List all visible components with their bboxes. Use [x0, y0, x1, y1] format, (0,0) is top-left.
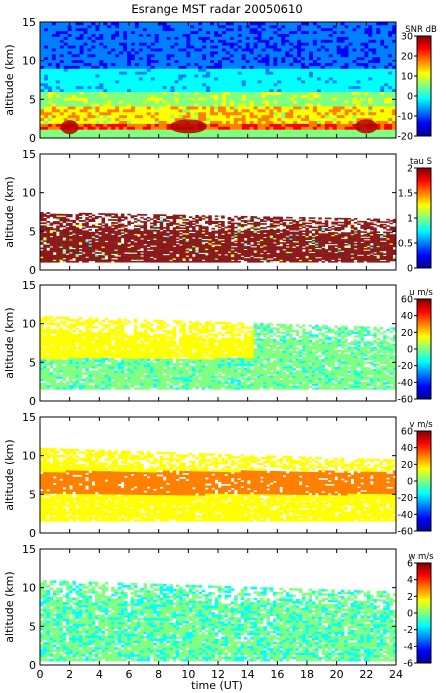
colorbar-label: v m/s: [409, 420, 433, 430]
y-tick-label: 5: [29, 620, 36, 633]
y-axis-label: altitude (km): [3, 176, 16, 247]
colorbar: [416, 35, 432, 137]
colorbar-tick-label: 2: [407, 164, 413, 175]
y-tick-label: 10: [22, 55, 36, 68]
colorbar-tick-label: -20: [397, 493, 413, 504]
x-tick-label: 18: [300, 668, 314, 681]
colorbar-tick-label: -20: [397, 132, 413, 143]
colorbar-tick-label: 0.5: [398, 239, 413, 250]
colorbar-tick-label: -10: [397, 112, 413, 123]
panel-4: 0 5 10 15 altitude (km) v m/s -60 -40 -20 0 20 40 60: [3, 411, 433, 540]
y-tick-label: 10: [22, 187, 36, 200]
colorbar-tick-label: 40: [401, 311, 413, 322]
colorbar-tick-label: 30: [401, 32, 413, 43]
x-tick-label: 16: [270, 668, 284, 681]
colorbar: [416, 298, 432, 400]
y-tick-label: 0: [29, 395, 36, 408]
x-tick-label: 6: [126, 668, 133, 681]
colorbar-tick-label: 1.5: [398, 189, 413, 200]
heatmap-image: [40, 212, 396, 263]
y-axis-label: altitude (km): [3, 439, 16, 510]
colorbar-tick-label: 20: [401, 460, 413, 471]
colorbar-label: w m/s: [408, 552, 434, 562]
figure-title: Esrange MST radar 20050610: [131, 2, 302, 16]
y-tick-label: 5: [29, 225, 36, 238]
y-tick-label: 15: [22, 148, 36, 161]
colorbar-label: u m/s: [409, 288, 433, 298]
y-axis-label: altitude (km): [3, 571, 16, 642]
colorbar-tick-label: -40: [397, 378, 413, 389]
x-tick-label: 4: [96, 668, 103, 681]
colorbar-tick-label: -60: [397, 395, 413, 406]
colorbar-tick-label: 0: [407, 477, 413, 488]
panel-3: 0 5 10 15 altitude (km) u m/s -60 -40 -20 0 20 40 60: [3, 279, 433, 408]
colorbar: [416, 430, 432, 532]
heatmap-image: [40, 316, 396, 390]
y-tick-label: 0: [29, 264, 36, 277]
y-tick-label: 0: [29, 659, 36, 672]
colorbar-tick-label: 40: [401, 443, 413, 454]
heatmap-image: [40, 22, 396, 138]
x-tick-label: 10: [181, 668, 195, 681]
panel-2: 0 5 10 15 altitude (km) tau S 0 0.5 1 1.5 2: [3, 148, 432, 277]
x-tick-label: 0: [37, 668, 44, 681]
y-tick-label: 15: [22, 16, 36, 29]
x-axis-label: time (UT): [191, 679, 243, 692]
y-tick-label: 15: [22, 411, 36, 424]
colorbar-tick-label: -4: [404, 642, 413, 653]
y-tick-label: 5: [29, 488, 36, 501]
x-tick-label: 20: [330, 668, 344, 681]
colorbar-tick-label: 4: [407, 575, 413, 586]
y-axis-label: altitude (km): [3, 44, 16, 115]
heatmap-image: [40, 447, 396, 522]
colorbar-tick-label: -2: [404, 625, 413, 636]
colorbar-tick-label: 0: [407, 609, 413, 620]
x-tick-label: 2: [66, 668, 73, 681]
colorbar-tick-label: -60: [397, 527, 413, 538]
y-tick-label: 5: [29, 93, 36, 106]
colorbar: [416, 562, 432, 664]
colorbar-tick-label: 20: [401, 52, 413, 63]
y-tick-label: 10: [22, 450, 36, 463]
panel-1: 0 5 10 15 altitude (km) SNR dB -20 -10 0 10 20 30: [3, 16, 437, 145]
x-tick-label: 12: [211, 668, 225, 681]
colorbar-tick-label: 60: [401, 427, 413, 438]
y-tick-label: 10: [22, 318, 36, 331]
colorbar-tick-label: 1: [407, 214, 413, 225]
x-tick-label: 8: [155, 668, 162, 681]
x-tick-label: 24: [389, 668, 403, 681]
colorbar: [416, 167, 432, 269]
x-tick-label: 14: [241, 668, 255, 681]
colorbar-label: SNR dB: [405, 25, 437, 35]
colorbar-tick-label: 60: [401, 295, 413, 306]
y-axis-label: altitude (km): [3, 307, 16, 378]
y-tick-label: 15: [22, 543, 36, 556]
colorbar-label: tau S: [410, 157, 432, 167]
colorbar-tick-label: 0: [407, 264, 413, 275]
y-tick-label: 15: [22, 279, 36, 292]
y-tick-label: 0: [29, 132, 36, 145]
colorbar-tick-label: 10: [401, 72, 413, 83]
heatmap-image: [40, 580, 396, 662]
y-tick-label: 5: [29, 356, 36, 369]
colorbar-tick-label: -6: [404, 659, 413, 670]
y-tick-label: 0: [29, 527, 36, 540]
colorbar-tick-label: 20: [401, 328, 413, 339]
x-tick-label: 22: [359, 668, 373, 681]
colorbar-tick-label: 0: [407, 345, 413, 356]
y-tick-label: 10: [22, 582, 36, 595]
colorbar-tick-label: -40: [397, 510, 413, 521]
colorbar-tick-label: 0: [407, 92, 413, 103]
colorbar-tick-label: 6: [407, 559, 413, 570]
colorbar-tick-label: 2: [407, 592, 413, 603]
colorbar-tick-label: -20: [397, 361, 413, 372]
